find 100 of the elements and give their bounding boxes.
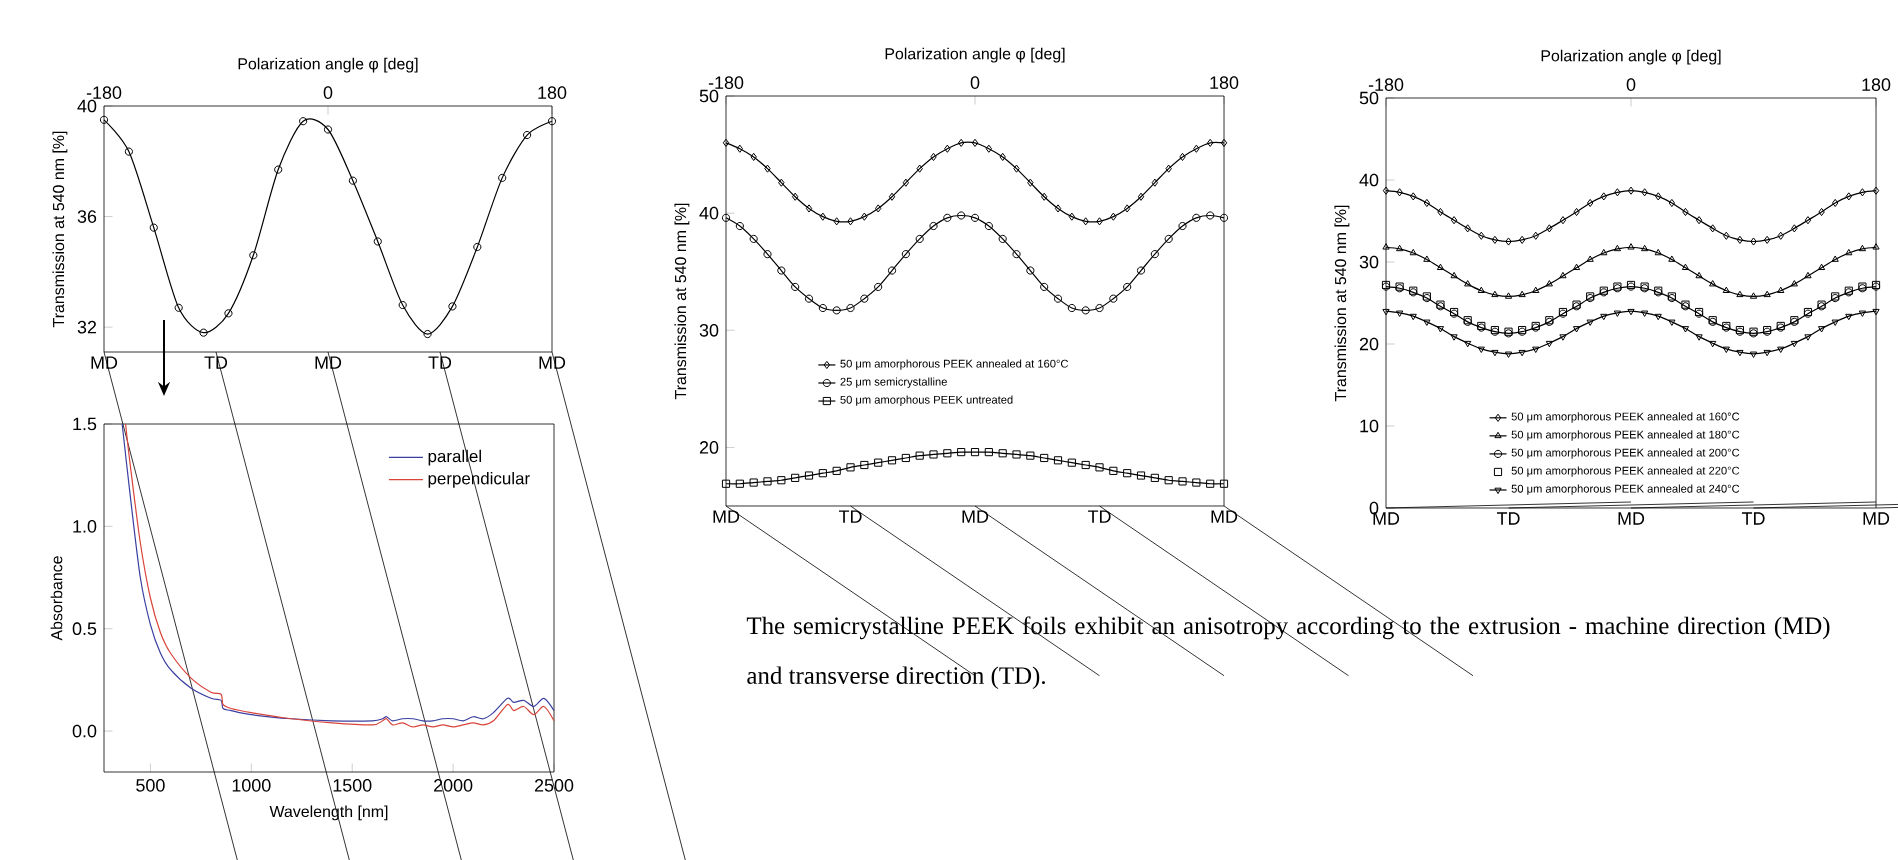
x-tick-label: 0 [1626,78,1636,91]
point [373,237,382,246]
point [846,463,855,472]
y-tick-label: 30 [699,323,719,337]
point [999,152,1006,161]
point [1137,192,1145,201]
point [1450,334,1458,341]
x-tick-label: 180 [1210,76,1239,89]
point [1586,198,1594,208]
point [1804,216,1812,225]
point [149,223,158,232]
point [1012,450,1021,459]
point [1858,244,1867,252]
point [1763,235,1771,244]
point [1491,349,1499,357]
text: TD [428,356,452,369]
point [174,303,183,312]
point [1736,235,1744,244]
point [1164,234,1173,243]
point [1206,138,1214,147]
point [423,329,432,339]
point [124,147,133,156]
point [1736,290,1744,298]
point [1804,334,1812,341]
point [1109,294,1118,303]
point [1040,453,1049,463]
point [1668,255,1676,262]
point [1109,466,1118,475]
text: TD [1496,512,1520,525]
point [777,476,786,485]
point [944,144,951,153]
point [1123,469,1132,478]
point [1219,479,1229,488]
point [1790,280,1798,287]
point [1504,292,1513,299]
point [1178,221,1187,231]
point [735,221,744,231]
point [1423,198,1431,208]
point [1532,286,1540,293]
point [1110,212,1117,221]
point [1504,351,1513,358]
text: MD [713,510,740,523]
point [1627,186,1635,195]
point [1749,351,1758,358]
point [1709,280,1717,287]
point [1614,188,1621,197]
x-tick-label: -180 [708,76,744,89]
point [1655,192,1662,201]
text: MD [962,510,989,523]
text: TD [204,356,228,369]
point [957,448,966,457]
point [832,306,841,315]
text: TD [1087,510,1111,523]
y-tick-label: 50 [699,89,719,103]
point [1151,178,1159,187]
y-tick-label: 0.5 [72,622,97,636]
point [1082,217,1089,226]
point [1559,271,1567,279]
y-tick-label: 40 [699,206,719,220]
x-tick-label: 2500 [534,779,574,792]
text: TD [1741,512,1765,525]
point [1845,248,1853,256]
point [1026,451,1035,460]
point [943,213,952,222]
point [1613,310,1622,317]
x-tick-label: 0 [323,86,333,99]
point [1763,349,1771,357]
point [1450,271,1458,279]
point [1559,334,1567,341]
point [348,176,357,185]
point [1804,271,1812,279]
point [1477,346,1485,353]
point [1518,290,1526,298]
point [1095,463,1104,472]
point [957,211,966,220]
point [523,130,532,140]
point [1532,231,1539,240]
text: MD [1618,512,1645,525]
point [1396,310,1404,317]
point [764,164,771,173]
point [970,448,980,457]
point [847,217,854,226]
point [1053,456,1063,465]
point [1040,192,1048,201]
text: MD [1211,510,1238,523]
point [1477,286,1485,293]
point [1013,164,1020,173]
point [916,164,923,173]
point [943,449,952,458]
point [777,266,786,275]
y-tick-label: 32 [77,320,97,334]
point [1067,303,1076,313]
point [736,144,744,153]
point [1682,207,1689,217]
point [1859,188,1866,197]
text: MD [91,356,118,369]
point [1464,280,1472,287]
point [791,282,800,292]
point [1613,244,1622,252]
point [1192,213,1201,222]
